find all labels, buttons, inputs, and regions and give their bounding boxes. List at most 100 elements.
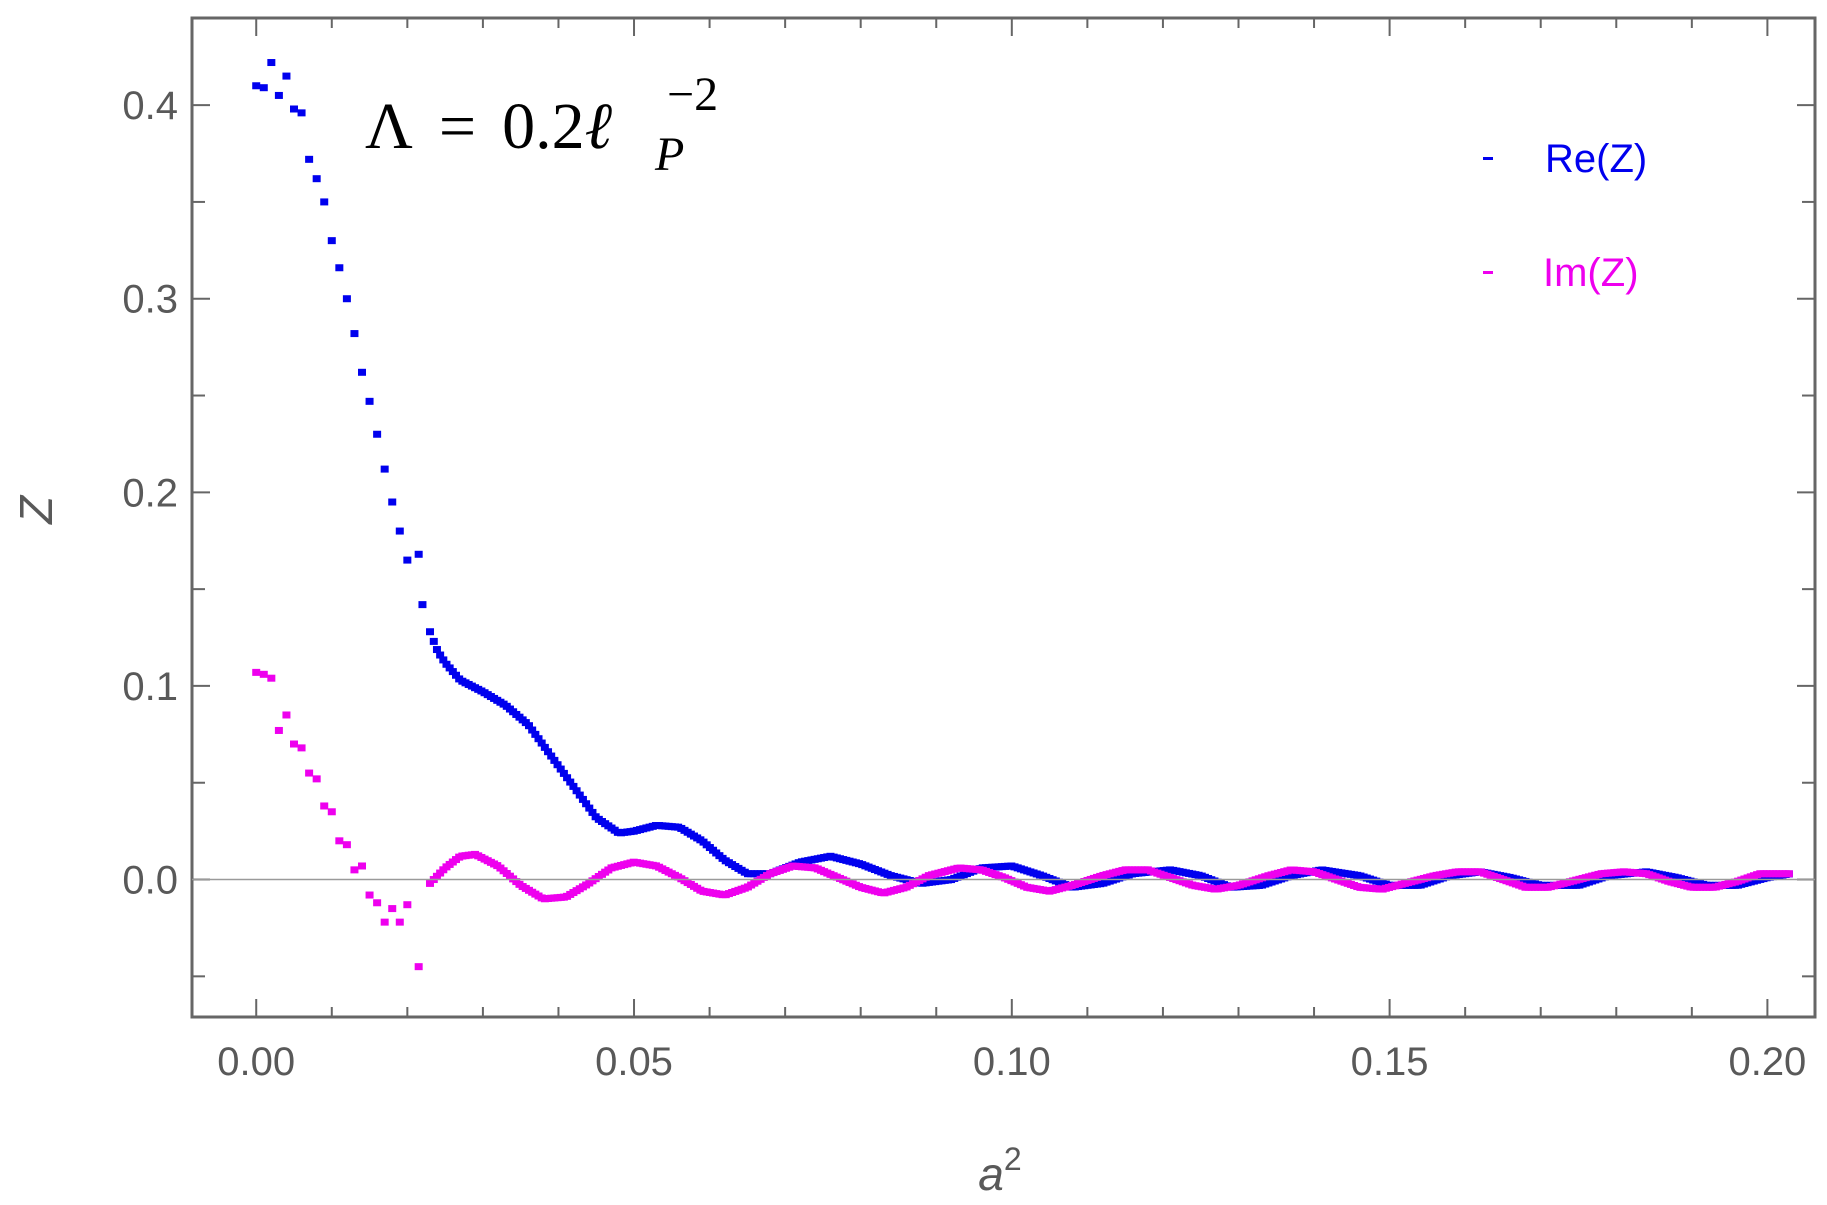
data-point <box>252 668 261 676</box>
data-point <box>297 744 306 752</box>
data-point <box>575 791 584 799</box>
data-point <box>442 660 451 668</box>
data-point <box>380 918 389 926</box>
data-point <box>342 295 351 303</box>
data-point <box>388 498 397 506</box>
y-tick-label: 0.0 <box>122 859 178 903</box>
data-point <box>252 82 261 90</box>
data-point <box>274 91 283 99</box>
legend-label-re: Re(Z) <box>1545 137 1647 181</box>
data-point <box>282 72 291 80</box>
data-point <box>432 646 441 654</box>
series-im <box>252 668 1793 971</box>
data-point <box>550 756 559 764</box>
data-point <box>350 330 359 338</box>
lambda-annotation: Λ = 0.2ℓ P −2 <box>365 68 718 181</box>
data-point <box>436 651 445 659</box>
data-point <box>290 105 299 113</box>
data-point <box>388 905 397 913</box>
x-axis-label: a2 <box>978 1141 1021 1200</box>
data-point <box>358 862 367 870</box>
legend-item-im: Im(Z) <box>1483 251 1639 295</box>
axis-tick-labels: 0.00 0.05 0.10 0.15 0.20 0.0 0.1 0.2 0.3 0.4 <box>122 84 1806 1084</box>
annotation-subscript: P <box>654 128 684 181</box>
data-point <box>524 722 533 730</box>
data-point <box>312 775 321 783</box>
y-tick-label: 0.1 <box>122 665 178 709</box>
y-tick-label: 0.3 <box>122 278 178 322</box>
y-tick-label: 0.2 <box>122 471 178 515</box>
data-point <box>537 739 546 747</box>
data-point <box>373 899 382 907</box>
data-point <box>572 787 581 795</box>
plot-series <box>252 59 1793 971</box>
annotation-ell: ℓ <box>585 90 613 163</box>
data-point <box>528 726 537 734</box>
annotation-lambda: Λ <box>365 90 413 163</box>
data-point <box>1784 870 1793 878</box>
x-tick-label: 0.15 <box>1351 1040 1429 1084</box>
x-tick-label: 0.00 <box>217 1040 295 1084</box>
annotation-value: 0.2 <box>502 90 585 163</box>
data-point <box>395 527 404 535</box>
x-axis-label-base: a <box>978 1148 1004 1200</box>
x-tick-label: 0.05 <box>595 1040 673 1084</box>
data-point <box>305 155 314 163</box>
legend: Re(Z) Im(Z) <box>1483 137 1647 295</box>
data-point <box>588 808 597 816</box>
data-point <box>403 901 412 909</box>
data-point <box>274 726 283 734</box>
data-point <box>418 601 427 609</box>
data-point <box>439 656 448 664</box>
legend-item-re: Re(Z) <box>1483 137 1647 181</box>
data-point <box>395 918 404 926</box>
legend-marker-re <box>1483 157 1493 160</box>
data-point <box>569 782 578 790</box>
data-point <box>373 430 382 438</box>
data-point <box>380 465 389 473</box>
data-point <box>290 740 299 748</box>
data-point <box>445 664 454 672</box>
data-point <box>320 198 329 206</box>
data-point <box>312 175 321 183</box>
data-point <box>582 800 591 808</box>
x-axis-label-exponent: 2 <box>1004 1141 1022 1177</box>
data-point <box>267 674 276 682</box>
svg-text:Λ=0.2ℓ: Λ = 0.2ℓ <box>365 90 613 163</box>
annotation-equals: = <box>439 90 476 163</box>
legend-label-im: Im(Z) <box>1543 251 1639 295</box>
axis-ticks <box>192 18 1815 1017</box>
data-point <box>563 774 572 782</box>
data-point <box>540 743 549 751</box>
data-point <box>585 804 594 812</box>
data-point <box>335 264 344 272</box>
data-point <box>335 837 344 845</box>
annotation-superscript: −2 <box>667 68 718 121</box>
data-point <box>566 778 575 786</box>
data-point <box>531 730 540 738</box>
data-point <box>267 59 276 67</box>
data-point <box>365 891 374 899</box>
y-tick-label: 0.4 <box>122 84 178 128</box>
data-point <box>358 368 367 376</box>
data-point <box>305 769 314 777</box>
data-point <box>320 802 329 810</box>
data-point <box>414 550 423 558</box>
data-point <box>327 808 336 816</box>
y-axis-label: Z <box>10 494 62 525</box>
data-point <box>426 879 435 887</box>
data-point <box>547 752 556 760</box>
legend-marker-im <box>1483 271 1493 274</box>
data-point <box>327 237 336 245</box>
data-point <box>342 841 351 849</box>
data-point <box>259 670 268 678</box>
x-tick-label: 0.10 <box>973 1040 1051 1084</box>
data-point <box>553 761 562 769</box>
data-point <box>448 668 457 676</box>
data-point <box>544 748 553 756</box>
data-point <box>414 963 423 971</box>
data-point <box>282 711 291 719</box>
data-point <box>556 765 565 773</box>
data-point <box>350 866 359 874</box>
